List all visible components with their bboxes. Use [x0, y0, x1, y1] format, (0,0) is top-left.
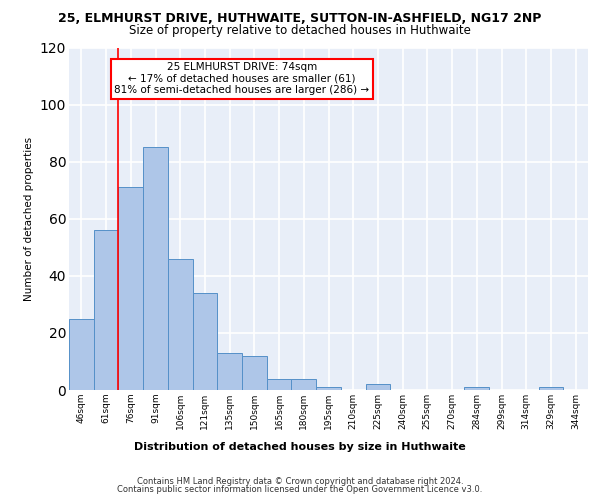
- Y-axis label: Number of detached properties: Number of detached properties: [24, 136, 34, 301]
- Bar: [193, 293, 217, 390]
- Bar: [118, 188, 143, 390]
- Text: Contains HM Land Registry data © Crown copyright and database right 2024.: Contains HM Land Registry data © Crown c…: [137, 477, 463, 486]
- Bar: [143, 148, 168, 390]
- Text: 25, ELMHURST DRIVE, HUTHWAITE, SUTTON-IN-ASHFIELD, NG17 2NP: 25, ELMHURST DRIVE, HUTHWAITE, SUTTON-IN…: [58, 12, 542, 26]
- Bar: [539, 387, 563, 390]
- Bar: [168, 258, 193, 390]
- Text: 25 ELMHURST DRIVE: 74sqm
← 17% of detached houses are smaller (61)
81% of semi-d: 25 ELMHURST DRIVE: 74sqm ← 17% of detach…: [115, 62, 370, 96]
- Bar: [69, 318, 94, 390]
- Text: Contains public sector information licensed under the Open Government Licence v3: Contains public sector information licen…: [118, 485, 482, 494]
- Bar: [464, 387, 489, 390]
- Bar: [217, 353, 242, 390]
- Bar: [292, 378, 316, 390]
- Text: Size of property relative to detached houses in Huthwaite: Size of property relative to detached ho…: [129, 24, 471, 37]
- Bar: [316, 387, 341, 390]
- Bar: [94, 230, 118, 390]
- Bar: [365, 384, 390, 390]
- Bar: [242, 356, 267, 390]
- Bar: [267, 378, 292, 390]
- Text: Distribution of detached houses by size in Huthwaite: Distribution of detached houses by size …: [134, 442, 466, 452]
